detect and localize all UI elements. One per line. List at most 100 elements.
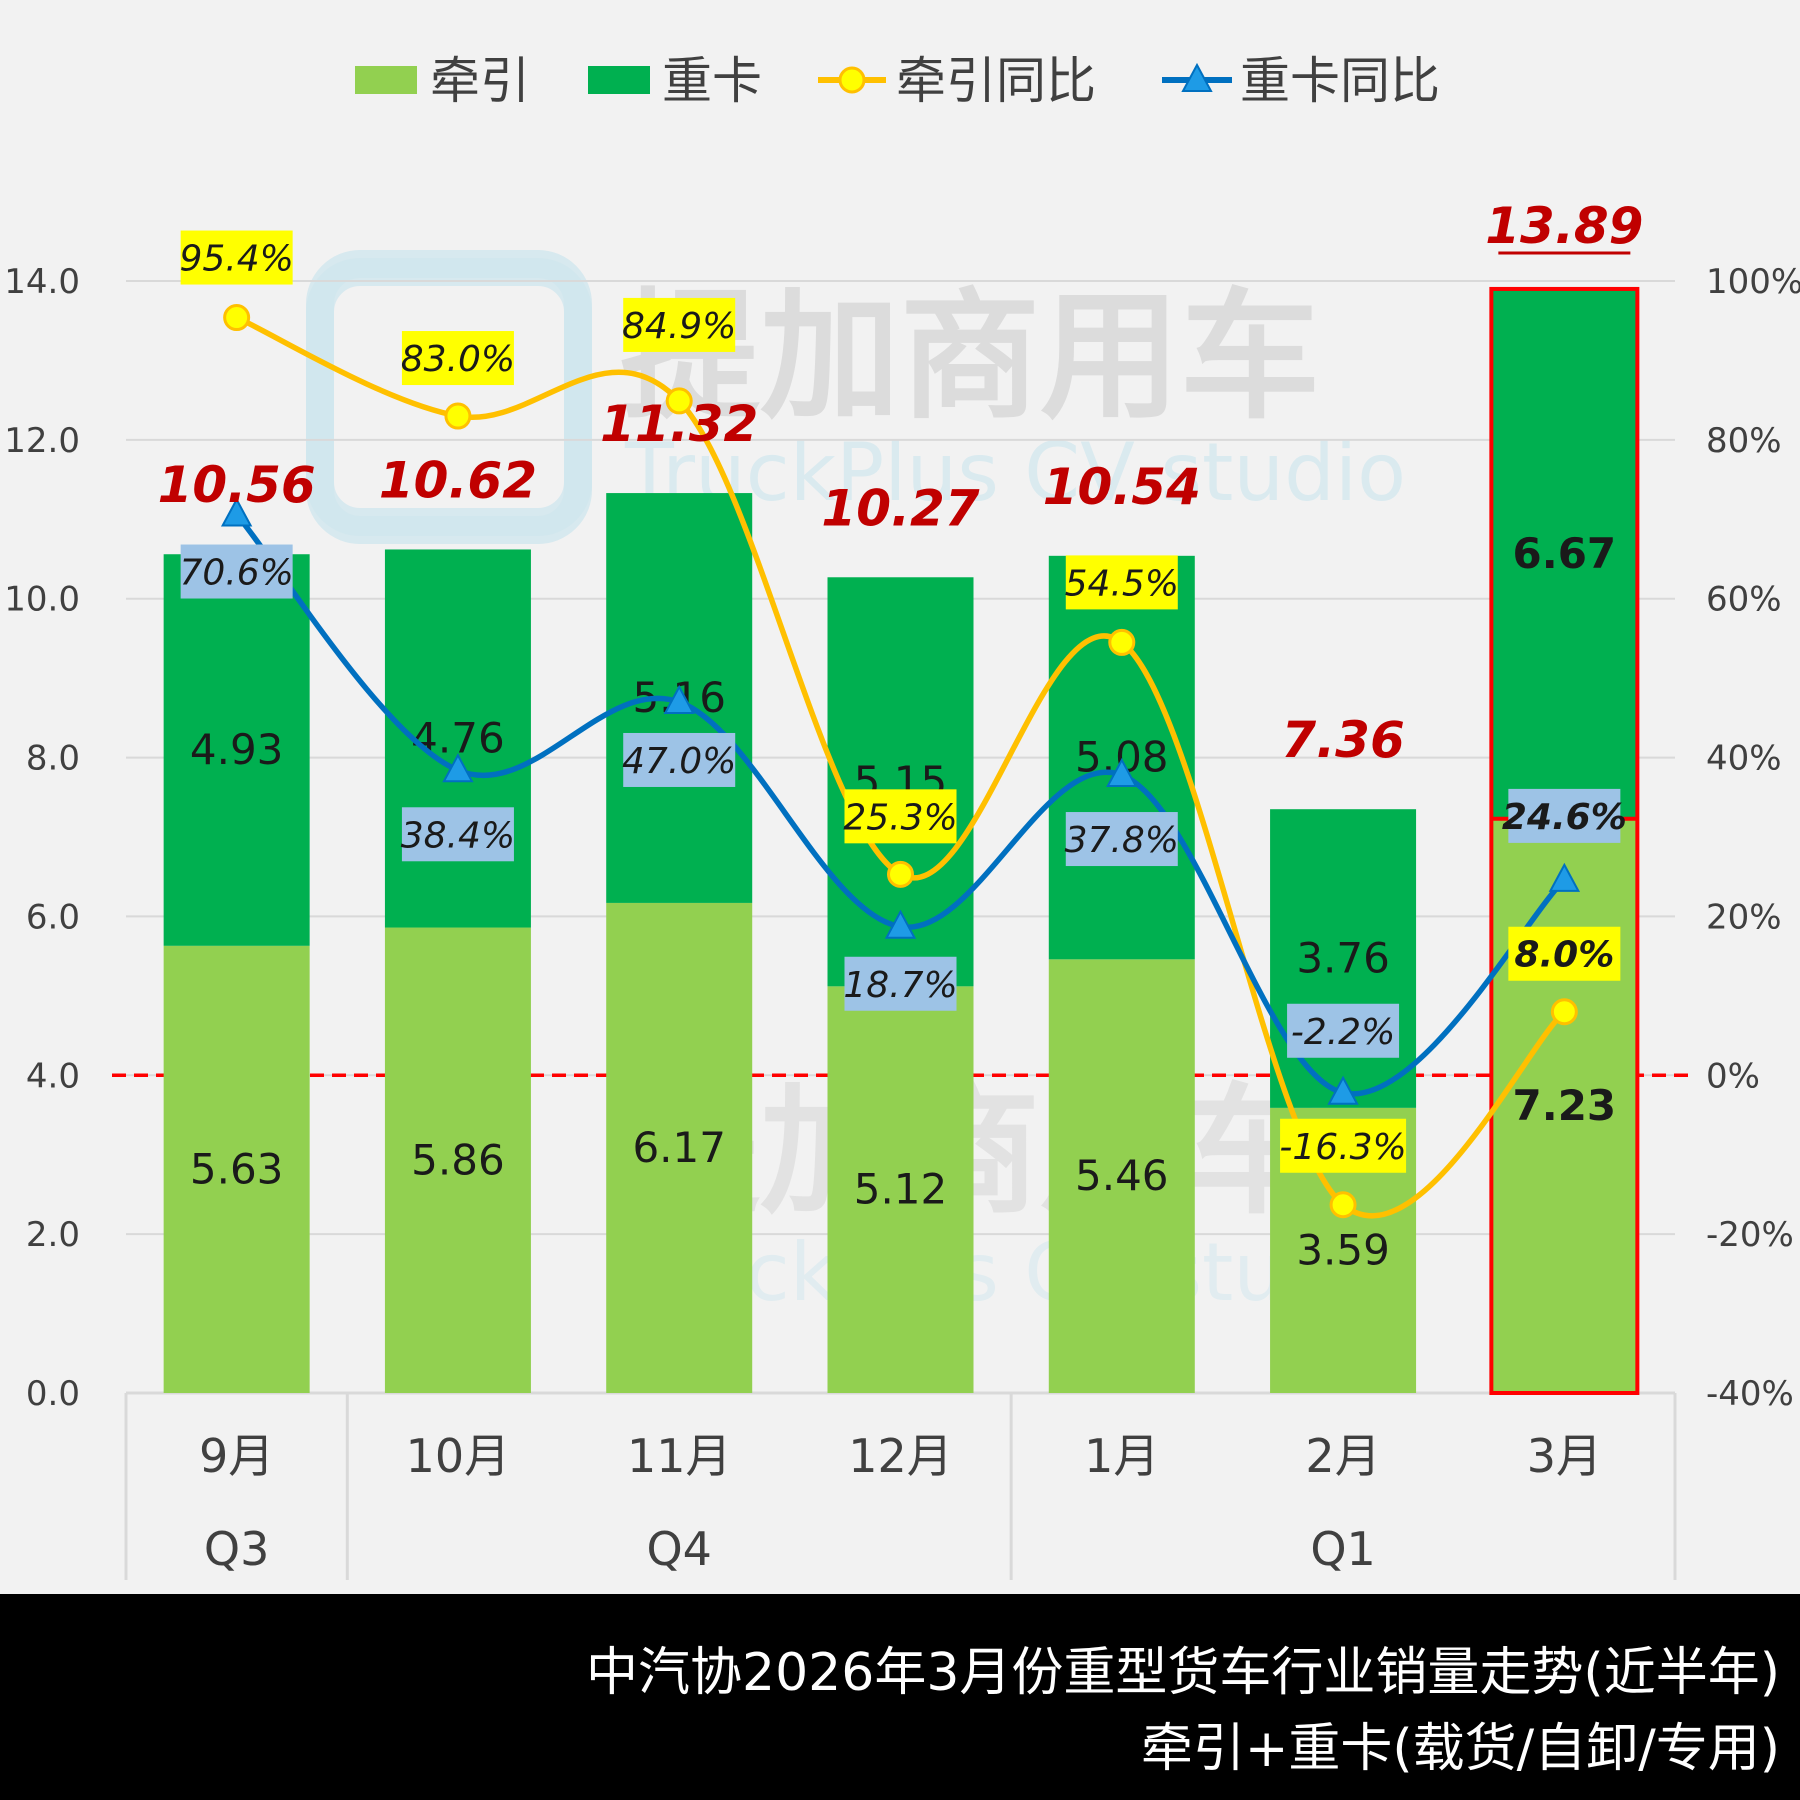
total-labels: 10.56 10.62 11.32 10.27 10.54 7.36 13.89 <box>158 197 1644 769</box>
y-left-tick-label: 2.0 <box>26 1215 80 1255</box>
marker-heavy-yoy <box>1327 1075 1359 1105</box>
marker-traction-yoy <box>1550 998 1578 1026</box>
bar-traction <box>827 986 974 1393</box>
y-left-tick-label: 6.0 <box>26 897 80 937</box>
x-tick-label: 10月 <box>406 1429 511 1483</box>
y-right-tick-label: 80% <box>1706 421 1782 461</box>
legend-label-traction: 牵引 <box>430 52 530 110</box>
label-heavy-yoy: 70.6% <box>179 553 293 594</box>
legend-swatch-heavy <box>588 66 650 94</box>
label-traction-yoy-box <box>180 230 293 285</box>
marker-heavy-yoy <box>220 497 253 527</box>
yoy-value-labels: 95.4% 83.0% 84.9% 25.3% 54.5% -16.3% 8.0% 70.6%… <box>179 230 1627 1173</box>
bar-traction <box>163 945 310 1393</box>
label-heavy-yoy-box <box>401 807 514 862</box>
watermark-logo-icon <box>306 250 592 536</box>
marker-traction-yoy <box>1108 628 1136 656</box>
watermark-text: 提加商用车 <box>620 276 1320 439</box>
footer-title: 中汽协2026年3月份重型货车行业销量走势(近半年) <box>586 1643 1780 1703</box>
label-traction-yoy: -16.3% <box>1279 1127 1406 1168</box>
label-heavy-yoy: 37.8% <box>1065 820 1179 861</box>
label-traction-yoy-box <box>401 331 514 386</box>
footer-subtitle: 牵引+重卡(载货/自卸/专用) <box>1140 1719 1780 1779</box>
marker-traction-yoy <box>665 387 693 415</box>
y-left-tick-label: 10.0 <box>4 580 80 620</box>
y-left-tick-label: 0.0 <box>26 1374 80 1414</box>
x-tick-label: 12月 <box>848 1429 953 1483</box>
watermark-text-en: TruckPlus CV studio <box>624 426 1406 519</box>
bar-label-traction: 7.23 <box>1513 1081 1617 1130</box>
total-label: 10.54 <box>1043 458 1201 516</box>
y-right-tick-label: -40% <box>1706 1374 1794 1414</box>
total-label: 13.89 <box>1485 197 1643 255</box>
marker-traction-yoy <box>887 860 914 888</box>
total-label: 10.56 <box>158 456 316 514</box>
bar-label-traction: 3.59 <box>1296 1225 1390 1274</box>
label-heavy-yoy-box <box>1508 788 1621 843</box>
x-tick-label: 1月 <box>1084 1429 1159 1483</box>
bars <box>163 288 1638 1393</box>
total-label: 7.36 <box>1281 711 1404 769</box>
marker-heavy-yoy <box>663 684 695 714</box>
quarter-label: Q1 <box>1310 1522 1375 1576</box>
label-heavy-yoy-box <box>1287 1003 1400 1058</box>
bar-heavy <box>1048 555 1195 960</box>
y-right-tick-label: 100% <box>1706 262 1800 302</box>
label-heavy-yoy-box <box>1065 812 1178 867</box>
label-traction-yoy: 95.4% <box>179 239 293 280</box>
footer-caption: 中汽协2026年3月份重型货车行业销量走势(近半年) 牵引+重卡(载货/自卸/专… <box>0 1594 1800 1800</box>
label-heavy-yoy: 24.6% <box>1502 797 1627 838</box>
label-heavy-yoy-box <box>623 732 736 787</box>
bar-heavy <box>163 554 310 946</box>
label-traction-yoy: 8.0% <box>1514 935 1614 976</box>
x-tick-label: 11月 <box>627 1429 732 1483</box>
yoy-lines <box>220 304 1581 1219</box>
x-tick-label: 2月 <box>1305 1429 1380 1483</box>
bar-heavy <box>1491 288 1638 819</box>
bar-heavy <box>1270 809 1417 1108</box>
y-right-tick-label: 40% <box>1706 739 1782 779</box>
legend-label-heavy-yoy: 重卡同比 <box>1240 52 1440 110</box>
label-traction-yoy: 83.0% <box>401 339 515 380</box>
bar-label-heavy: 4.93 <box>190 725 284 774</box>
x-tick-label: 9月 <box>199 1429 274 1483</box>
marker-traction-yoy <box>1329 1191 1357 1219</box>
quarter-label: Q3 <box>204 1522 269 1576</box>
total-label: 10.27 <box>821 479 979 537</box>
bar-label-traction: 6.17 <box>632 1123 726 1172</box>
y-left-tick-label: 4.0 <box>26 1056 80 1096</box>
legend-marker-heavy-yoy <box>1181 62 1213 92</box>
label-traction-yoy-box <box>844 789 957 844</box>
label-heavy-yoy: 18.7% <box>843 965 957 1006</box>
label-heavy-yoy: -2.2% <box>1291 1012 1395 1053</box>
total-label: 11.32 <box>600 395 758 453</box>
legend-label-heavy: 重卡 <box>662 52 762 110</box>
label-traction-yoy-box <box>1065 555 1178 610</box>
legend-label-traction-yoy: 牵引同比 <box>896 52 1096 110</box>
bar-label-heavy: 3.76 <box>1296 934 1390 983</box>
legend-swatch-traction <box>355 66 417 94</box>
marker-traction-yoy <box>444 402 472 430</box>
y-right-tick-label: 60% <box>1706 580 1782 620</box>
label-traction-yoy: 54.5% <box>1065 563 1179 604</box>
label-traction-yoy-box <box>1508 926 1621 981</box>
marker-heavy-yoy <box>1106 757 1138 788</box>
bar-traction <box>1048 959 1195 1393</box>
total-label: 10.62 <box>379 451 537 509</box>
y-right-tick-label: 20% <box>1706 897 1782 937</box>
label-traction-yoy-box <box>1280 1118 1407 1173</box>
y-left-tick-label: 12.0 <box>4 421 80 461</box>
marker-heavy-yoy <box>884 909 917 939</box>
marker-heavy-yoy <box>1548 862 1581 892</box>
bar-label-traction: 5.46 <box>1075 1151 1169 1200</box>
y-right-tick-label: 0% <box>1706 1056 1760 1096</box>
quarter-label: Q4 <box>646 1522 711 1576</box>
label-traction-yoy: 84.9% <box>622 306 736 347</box>
label-heavy-yoy-box <box>180 544 293 599</box>
y-right-tick-label: -20% <box>1706 1215 1794 1255</box>
legend: 牵引 重卡 牵引同比 重卡同比 <box>355 52 1440 110</box>
y-left-tick-label: 14.0 <box>4 262 80 302</box>
label-heavy-yoy-box <box>844 956 957 1011</box>
bar-traction <box>606 902 753 1393</box>
